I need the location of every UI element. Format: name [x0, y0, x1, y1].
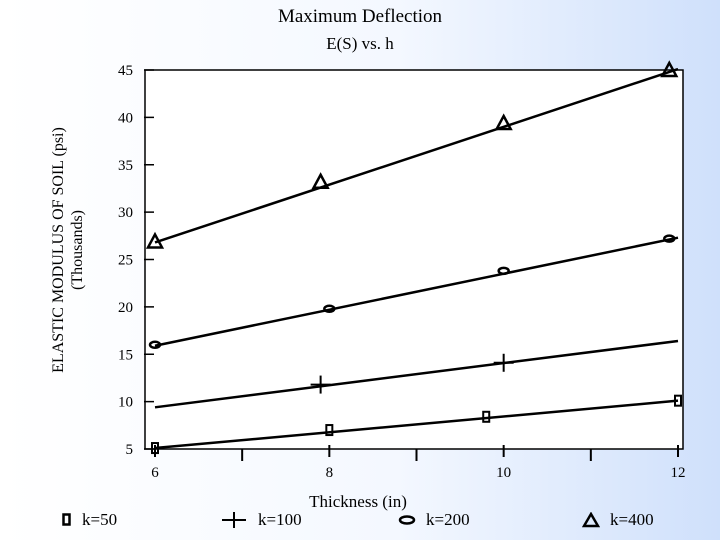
data-point-rect — [482, 410, 491, 423]
legend-item-k200: k=200 — [398, 510, 470, 530]
triangle-marker-icon — [582, 512, 600, 528]
plus-marker-icon — [222, 512, 246, 528]
rect-marker-icon — [62, 513, 71, 526]
legend-label-k400: k=400 — [610, 510, 654, 529]
chart-subtitle: E(S) vs. h — [326, 34, 394, 53]
x-tick-label: 8 — [326, 465, 334, 481]
data-point-triangle — [145, 231, 165, 249]
data-point-triangle — [660, 60, 679, 78]
data-point-ellipse — [663, 234, 676, 243]
data-point-plus — [310, 375, 331, 394]
x-tick-label: 10 — [496, 465, 511, 481]
series-line-0 — [154, 399, 679, 450]
legend-label-k200: k=200 — [426, 510, 470, 529]
y-axis-label-line2: (Thousands) — [69, 210, 86, 290]
ellipse-marker-icon — [398, 515, 416, 525]
y-axis-label-line1: ELASTIC MODULUS OF SOIL (psi) — [50, 127, 67, 373]
series-line-1 — [154, 339, 679, 409]
data-point-rect — [325, 424, 334, 437]
legend-item-k100: k=100 — [220, 510, 302, 530]
series-line-2 — [154, 236, 679, 347]
x-tick-label: 12 — [671, 465, 686, 481]
data-point-triangle — [311, 172, 330, 190]
y-tick-label: 40 — [118, 110, 133, 126]
data-point-rect — [674, 394, 682, 407]
data-point-triangle — [494, 113, 513, 131]
legend-item-k50: k=50 — [62, 510, 117, 530]
y-tick-label: 5 — [126, 442, 134, 458]
legend-label-k50: k=50 — [82, 510, 118, 529]
chart-title: Maximum Deflection — [277, 6, 443, 27]
y-tick-label: 10 — [118, 395, 133, 411]
series-line-3 — [154, 67, 679, 244]
y-tick-label: 30 — [118, 205, 133, 221]
data-point-ellipse — [497, 266, 510, 276]
y-tick-label: 15 — [118, 347, 133, 363]
y-tick-label: 20 — [118, 300, 133, 316]
data-point-ellipse — [323, 304, 336, 314]
x-tick-label: 6 — [151, 465, 159, 481]
legend-item-k400: k=400 — [582, 510, 654, 530]
data-point-plus — [493, 353, 514, 372]
plot-frame — [144, 69, 684, 450]
data-point-ellipse — [148, 340, 162, 350]
y-tick-label: 45 — [118, 63, 133, 79]
x-axis-label: Thickness (in) — [309, 492, 407, 511]
y-tick-label: 35 — [118, 158, 133, 174]
y-tick-label: 25 — [118, 253, 133, 269]
y-axis-label: ELASTIC MODULUS OF SOIL (psi) (Thousands… — [50, 127, 86, 373]
legend-label-k100: k=100 — [258, 510, 302, 529]
